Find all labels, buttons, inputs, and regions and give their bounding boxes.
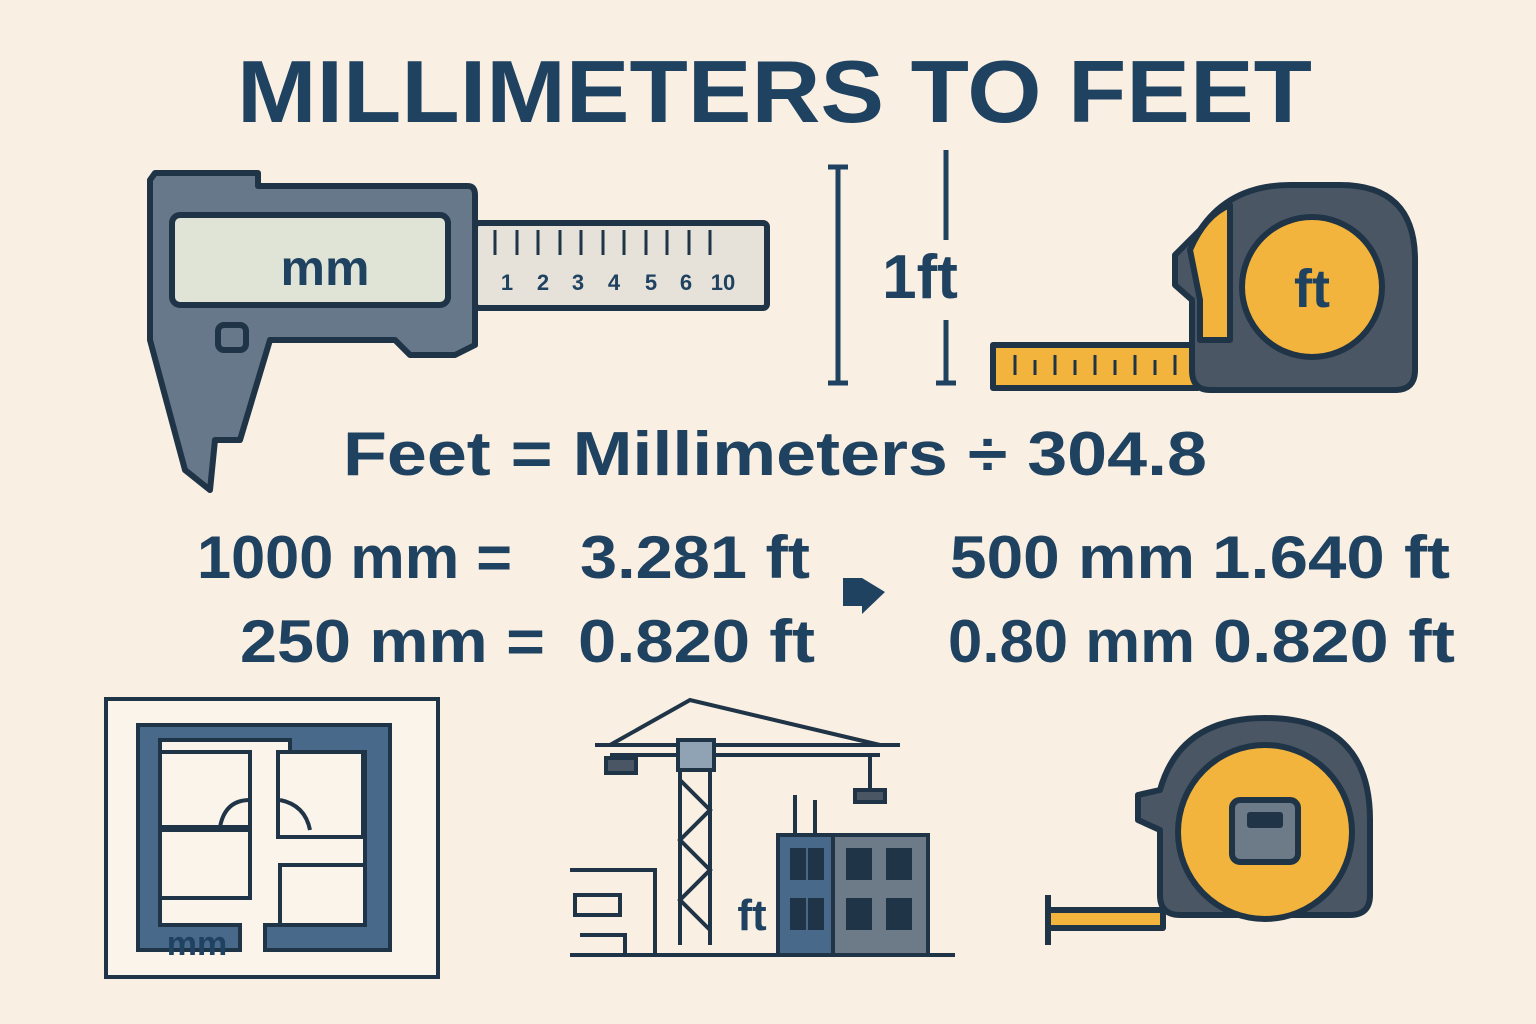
- construction-label: ft: [737, 891, 767, 940]
- arrow-right-icon: [843, 578, 885, 614]
- tape-measure-icon: [990, 182, 1418, 393]
- caliper-scale-number: 3: [572, 270, 584, 295]
- caliper-scale-number: 10: [711, 270, 735, 295]
- building-icon: [776, 795, 930, 957]
- tape-measure-icon: [1045, 715, 1373, 945]
- example-ft: 0.820 ft: [578, 608, 815, 675]
- example-mm: 0.80 mm: [948, 608, 1195, 675]
- example-mm: 500 mm: [950, 524, 1195, 591]
- page-title: MILLIMETERS TO FEET: [237, 42, 1312, 141]
- formula: Feet = Millimeters ÷ 304.8: [343, 420, 1207, 489]
- dimension-label: 1ft: [882, 243, 958, 312]
- example-mm: 250 mm =: [240, 608, 545, 675]
- caliper-scale-number: 6: [680, 270, 692, 295]
- caliper-scale-number: 4: [608, 270, 621, 295]
- example-mm: 1000 mm =: [197, 524, 512, 591]
- caliper-scale-number: 2: [537, 270, 549, 295]
- example-ft: 0.820 ft: [1213, 608, 1455, 675]
- caliper-scale-number: 5: [645, 270, 657, 295]
- tape-unit-label: ft: [1294, 259, 1330, 319]
- floor-plan-label: mm: [167, 925, 227, 963]
- example-ft: 1.640 ft: [1212, 524, 1450, 591]
- dimension-bracket: [828, 150, 956, 386]
- caliper-unit-label: mm: [281, 240, 370, 296]
- caliper-icon: [147, 170, 770, 493]
- floor-plan-icon: [104, 697, 440, 979]
- caliper-scale-number: 1: [501, 270, 513, 295]
- example-ft: 3.281 ft: [580, 524, 810, 591]
